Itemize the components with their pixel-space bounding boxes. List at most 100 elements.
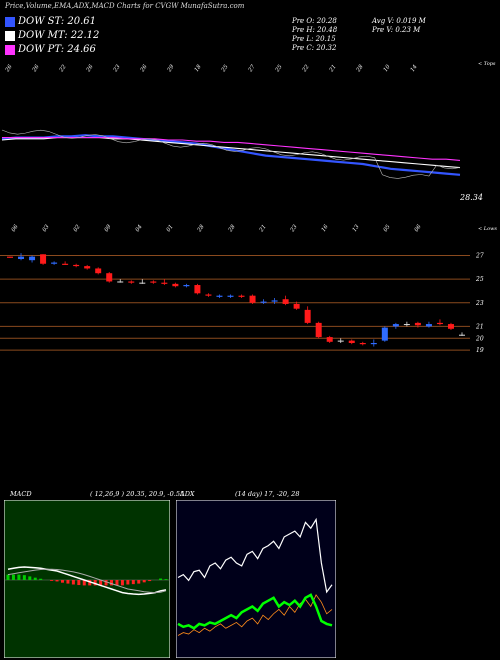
candle-body	[315, 322, 322, 338]
quote-prev-volume: Pre V: 0.23 M	[372, 26, 421, 34]
price-tick-label: 20	[475, 335, 484, 342]
legend-dow-mt: DOW MT: 22.12	[5, 30, 99, 41]
date-label-bottom: 06	[414, 224, 423, 234]
date-label-bottom: 13	[352, 224, 361, 234]
candle-body	[40, 254, 47, 264]
candle-body	[326, 337, 333, 342]
date-label-top: 23	[112, 64, 122, 74]
ema-series-line	[1, 134, 461, 176]
legend-swatch-pt	[5, 44, 15, 55]
date-label-bottom: 28	[196, 224, 206, 234]
macd-params: ( 12,26,9 ) 20.35, 20.9, -0.55	[90, 490, 185, 498]
candle-body	[62, 263, 69, 265]
candle-body	[370, 342, 377, 345]
date-label-bottom: 01	[166, 224, 175, 233]
candle-body	[51, 262, 58, 264]
candle-body	[293, 303, 300, 309]
date-label-top: 25	[220, 64, 230, 74]
date-label-top: 26	[139, 64, 149, 74]
date-label-bottom: 16	[321, 224, 330, 234]
tops-label: < Tops	[478, 61, 496, 67]
quote-high: Pre H: 20.48	[292, 26, 338, 34]
legend-label-st: DOW ST: 20.61	[18, 16, 97, 27]
quote-low: Pre L: 20.15	[292, 35, 336, 43]
candle-body	[304, 309, 311, 323]
date-label-top: 22	[301, 64, 311, 74]
adx-background	[176, 500, 336, 658]
date-label-top: 14	[410, 64, 419, 74]
candle-body	[403, 324, 410, 326]
candle-body	[392, 324, 399, 327]
date-label-top: 10	[383, 64, 392, 74]
candle-body	[249, 295, 256, 303]
date-label-top: 28	[355, 64, 365, 74]
date-label-top: 26	[31, 64, 41, 74]
candle-body	[194, 285, 201, 294]
candle-body	[447, 324, 454, 329]
candle-body	[161, 282, 168, 284]
candle-body	[260, 301, 267, 303]
candle-body	[29, 256, 36, 261]
candle-body	[128, 281, 135, 283]
legend-label-pt: DOW PT: 24.66	[18, 44, 96, 55]
date-label-top: 29	[166, 64, 176, 74]
date-label-top: 27	[247, 64, 257, 74]
macd-background	[4, 500, 170, 658]
quote-close: Pre C: 20.32	[292, 44, 337, 52]
date-label-top: 18	[194, 64, 203, 74]
price-tick-label: 27	[475, 252, 484, 259]
date-label-bottom: 28	[227, 224, 237, 234]
price-tick-label: 23	[475, 300, 484, 307]
quote-open: Pre O: 20.28	[292, 17, 337, 25]
candle-body	[84, 266, 91, 269]
candle-body	[73, 264, 80, 267]
date-label-top: 26	[85, 64, 95, 74]
date-label-bottom: 03	[42, 224, 51, 234]
candle-body	[205, 294, 212, 296]
date-label-top: 21	[328, 64, 338, 74]
candle-body	[282, 299, 289, 304]
candle-body	[18, 256, 25, 260]
adx-line	[177, 594, 333, 636]
candle-body	[381, 327, 388, 341]
macd-line	[7, 566, 167, 596]
candle-body	[172, 283, 179, 287]
candle-body	[436, 322, 443, 325]
candle-body	[139, 282, 146, 284]
price-tick-label: 19	[476, 347, 484, 354]
price-trace-line	[1, 129, 461, 179]
price-tick-label: 25	[475, 276, 484, 283]
candle-body	[150, 281, 157, 283]
candle-body	[106, 273, 113, 282]
lows-label: < Lows	[478, 226, 497, 232]
date-label-bottom: 04	[135, 224, 144, 234]
date-label-top: 22	[58, 64, 68, 74]
adx-panel	[176, 500, 336, 658]
legend-dow-st: DOW ST: 20.61	[5, 16, 96, 27]
legend-swatch-mt	[5, 30, 15, 41]
adx-title: ADX	[180, 490, 195, 498]
candle-body	[227, 295, 234, 297]
candle-body	[271, 300, 278, 302]
candle-body	[359, 342, 366, 345]
candle-body	[183, 285, 190, 287]
date-label-bottom: 23	[289, 224, 299, 234]
date-label-top: 25	[274, 64, 284, 74]
adx-di-minus-line	[177, 517, 333, 594]
date-label-bottom: 06	[11, 224, 20, 234]
candle-body	[238, 295, 245, 297]
price-tick-label: 21	[475, 323, 484, 330]
legend-dow-pt: DOW PT: 24.66	[5, 44, 96, 55]
candle-body	[348, 340, 355, 343]
date-label-bottom: 05	[383, 224, 392, 234]
last-price-label: 28.34	[459, 193, 483, 202]
candle-body	[425, 324, 432, 327]
legend-label-mt: DOW MT: 22.12	[18, 30, 100, 41]
candle-body	[95, 268, 102, 274]
quote-avg-volume: Avg V: 0.019 M	[372, 17, 426, 25]
candle-body	[414, 322, 421, 326]
candle-body	[337, 340, 344, 342]
macd-signal-line	[7, 568, 167, 594]
chart-title: Price,Volume,EMA,ADX,MACD Charts for CVG…	[5, 2, 245, 10]
candle-body	[117, 281, 124, 283]
